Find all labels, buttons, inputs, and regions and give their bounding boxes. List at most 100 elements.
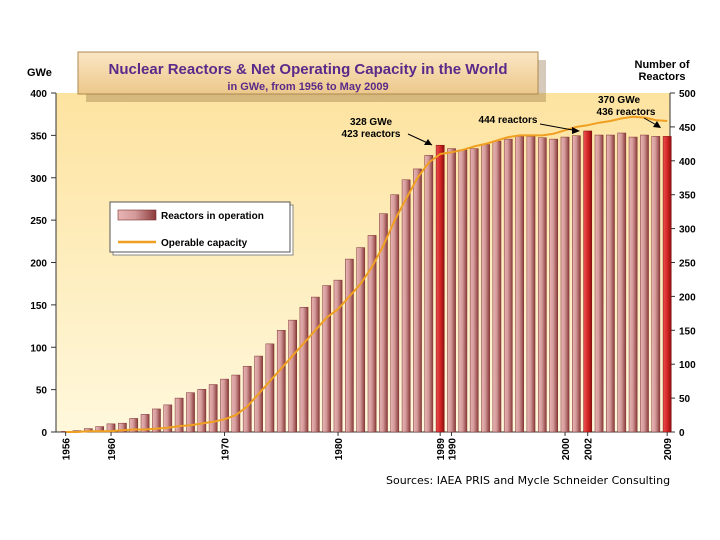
reactor-bar-1985 <box>390 194 400 433</box>
left-tick-label: 0 <box>41 428 47 439</box>
reactor-bar-2004 <box>606 134 615 433</box>
reactor-bar-1990 <box>447 148 456 433</box>
right-tick-label: 500 <box>679 89 696 100</box>
reactor-bar-2006 <box>628 136 638 433</box>
right-tick-label: 150 <box>679 326 696 337</box>
x-tick-label: 2009 <box>663 438 674 461</box>
annotation-1989: 328 GWe 423 reactors <box>342 117 433 146</box>
reactor-bar-1982 <box>356 247 366 433</box>
reactor-bar-2002 <box>583 130 593 433</box>
reactor-bar-1967 <box>186 392 195 433</box>
reactor-bar-1971 <box>231 374 241 433</box>
reactor-bar-1975 <box>276 330 286 433</box>
reactor-bar-1963 <box>140 414 150 433</box>
reactor-bar-1980 <box>333 279 343 433</box>
capacity-line-layer <box>65 115 668 433</box>
left-tick-label: 400 <box>30 89 47 100</box>
right-tick-label: 250 <box>679 259 696 270</box>
right-tick-label: 100 <box>679 360 696 371</box>
x-tick-label: 1989 <box>436 438 447 461</box>
x-tick-label: 2000 <box>561 438 572 461</box>
reactor-bar-1964 <box>152 408 161 433</box>
reactor-bar-1984 <box>379 213 388 433</box>
reactor-bar-1983 <box>367 235 377 433</box>
reactor-bar-1989 <box>435 144 445 433</box>
x-tick-label: 1970 <box>221 438 232 461</box>
right-tick-label: 300 <box>679 225 696 236</box>
annotation-2009-line1: 370 GWe <box>598 95 640 106</box>
left-tick-label: 50 <box>36 386 48 397</box>
x-ticks: 1956 1960 1970 1980 1989 1990 2000 2002 2009 <box>62 432 674 461</box>
reactor-bar-1965 <box>163 404 173 433</box>
right-tick-label: 50 <box>679 394 691 405</box>
x-tick-label: 1990 <box>448 438 459 461</box>
reactor-bar-2001 <box>572 135 581 433</box>
right-tick-label: 0 <box>679 428 685 439</box>
reactor-bar-1995 <box>503 138 513 433</box>
annotation-2002-arrow <box>539 123 579 132</box>
reactor-bar-2005 <box>617 132 627 433</box>
x-tick-label: 2002 <box>584 438 595 461</box>
annotation-1989-line2: 423 reactors <box>342 129 401 140</box>
right-axis-label-line1: Number of <box>635 59 690 71</box>
reactor-bar-1976 <box>288 319 297 433</box>
x-tick-label: 1956 <box>62 438 73 461</box>
reactor-bar-1998 <box>537 137 547 433</box>
reactor-bar-2008 <box>651 136 661 433</box>
capacity-line <box>65 115 668 433</box>
left-tick-label: 200 <box>30 259 47 270</box>
right-tick-label: 350 <box>679 191 696 202</box>
reactor-bar-2000 <box>560 136 570 433</box>
annotation-2002: 444 reactors <box>479 115 580 134</box>
reactor-bar-1961 <box>118 422 127 433</box>
reactor-bar-1978 <box>310 296 320 433</box>
reactor-bar-1981 <box>345 258 354 433</box>
legend-line-label: Operable capacity <box>161 238 248 249</box>
reactor-bar-1992 <box>469 148 479 433</box>
reactor-bar-1969 <box>208 384 218 433</box>
left-tick-label: 300 <box>30 174 47 185</box>
annotation-1989-arrowhead <box>424 139 432 145</box>
right-tick-label: 450 <box>679 123 696 134</box>
x-tick-label: 1960 <box>107 438 118 461</box>
reactor-bar-2003 <box>594 134 604 433</box>
annotation-2009-line2: 436 reactors <box>597 107 656 118</box>
left-tick-label: 350 <box>30 131 47 142</box>
right-tick-label: 400 <box>679 157 696 168</box>
reactor-bar-1993 <box>481 144 490 433</box>
reactor-bar-1972 <box>242 365 252 433</box>
reactor-bar-1999 <box>549 138 559 433</box>
annotation-1989-line1: 328 GWe <box>350 117 392 128</box>
reactor-bar-2009 <box>662 136 672 433</box>
legend-bar-swatch <box>117 209 157 221</box>
left-axis-label: GWe <box>27 67 52 79</box>
reactor-bar-1997 <box>526 136 536 433</box>
source-note: Sources: IAEA PRIS and Mycle Schneider C… <box>386 474 671 487</box>
reactor-bar-1994 <box>492 140 502 433</box>
annotation-2002-line1: 444 reactors <box>479 115 538 126</box>
reactor-bar-1962 <box>129 418 139 433</box>
annotation-2009: 370 GWe 436 reactors <box>597 95 661 128</box>
reactor-bar-1996 <box>515 136 524 433</box>
left-tick-label: 100 <box>30 343 47 354</box>
reactor-bar-1991 <box>458 149 468 433</box>
right-axis-label-line2: Reactors <box>638 71 685 83</box>
reactor-bar-1970 <box>220 378 229 433</box>
reactor-bar-1968 <box>197 389 207 433</box>
x-tick-label: 1980 <box>334 438 345 461</box>
reactor-bar-1987 <box>413 168 422 433</box>
reactor-bar-1979 <box>322 285 332 433</box>
left-ticks: 400 350 300 250 200 150 100 50 0 <box>30 89 56 439</box>
reactor-bar-2007 <box>640 134 649 433</box>
annotation-2002-arrowhead <box>572 127 580 134</box>
reactor-bar-1988 <box>424 155 434 433</box>
chart-title: Nuclear Reactors & Net Operating Capacit… <box>109 61 508 78</box>
left-tick-label: 150 <box>30 301 47 312</box>
right-tick-label: 200 <box>679 292 696 303</box>
reactor-bar-1966 <box>174 397 184 433</box>
reactor-bar-1977 <box>299 306 309 433</box>
reactor-bar-1986 <box>401 179 411 433</box>
title-box <box>77 51 539 95</box>
